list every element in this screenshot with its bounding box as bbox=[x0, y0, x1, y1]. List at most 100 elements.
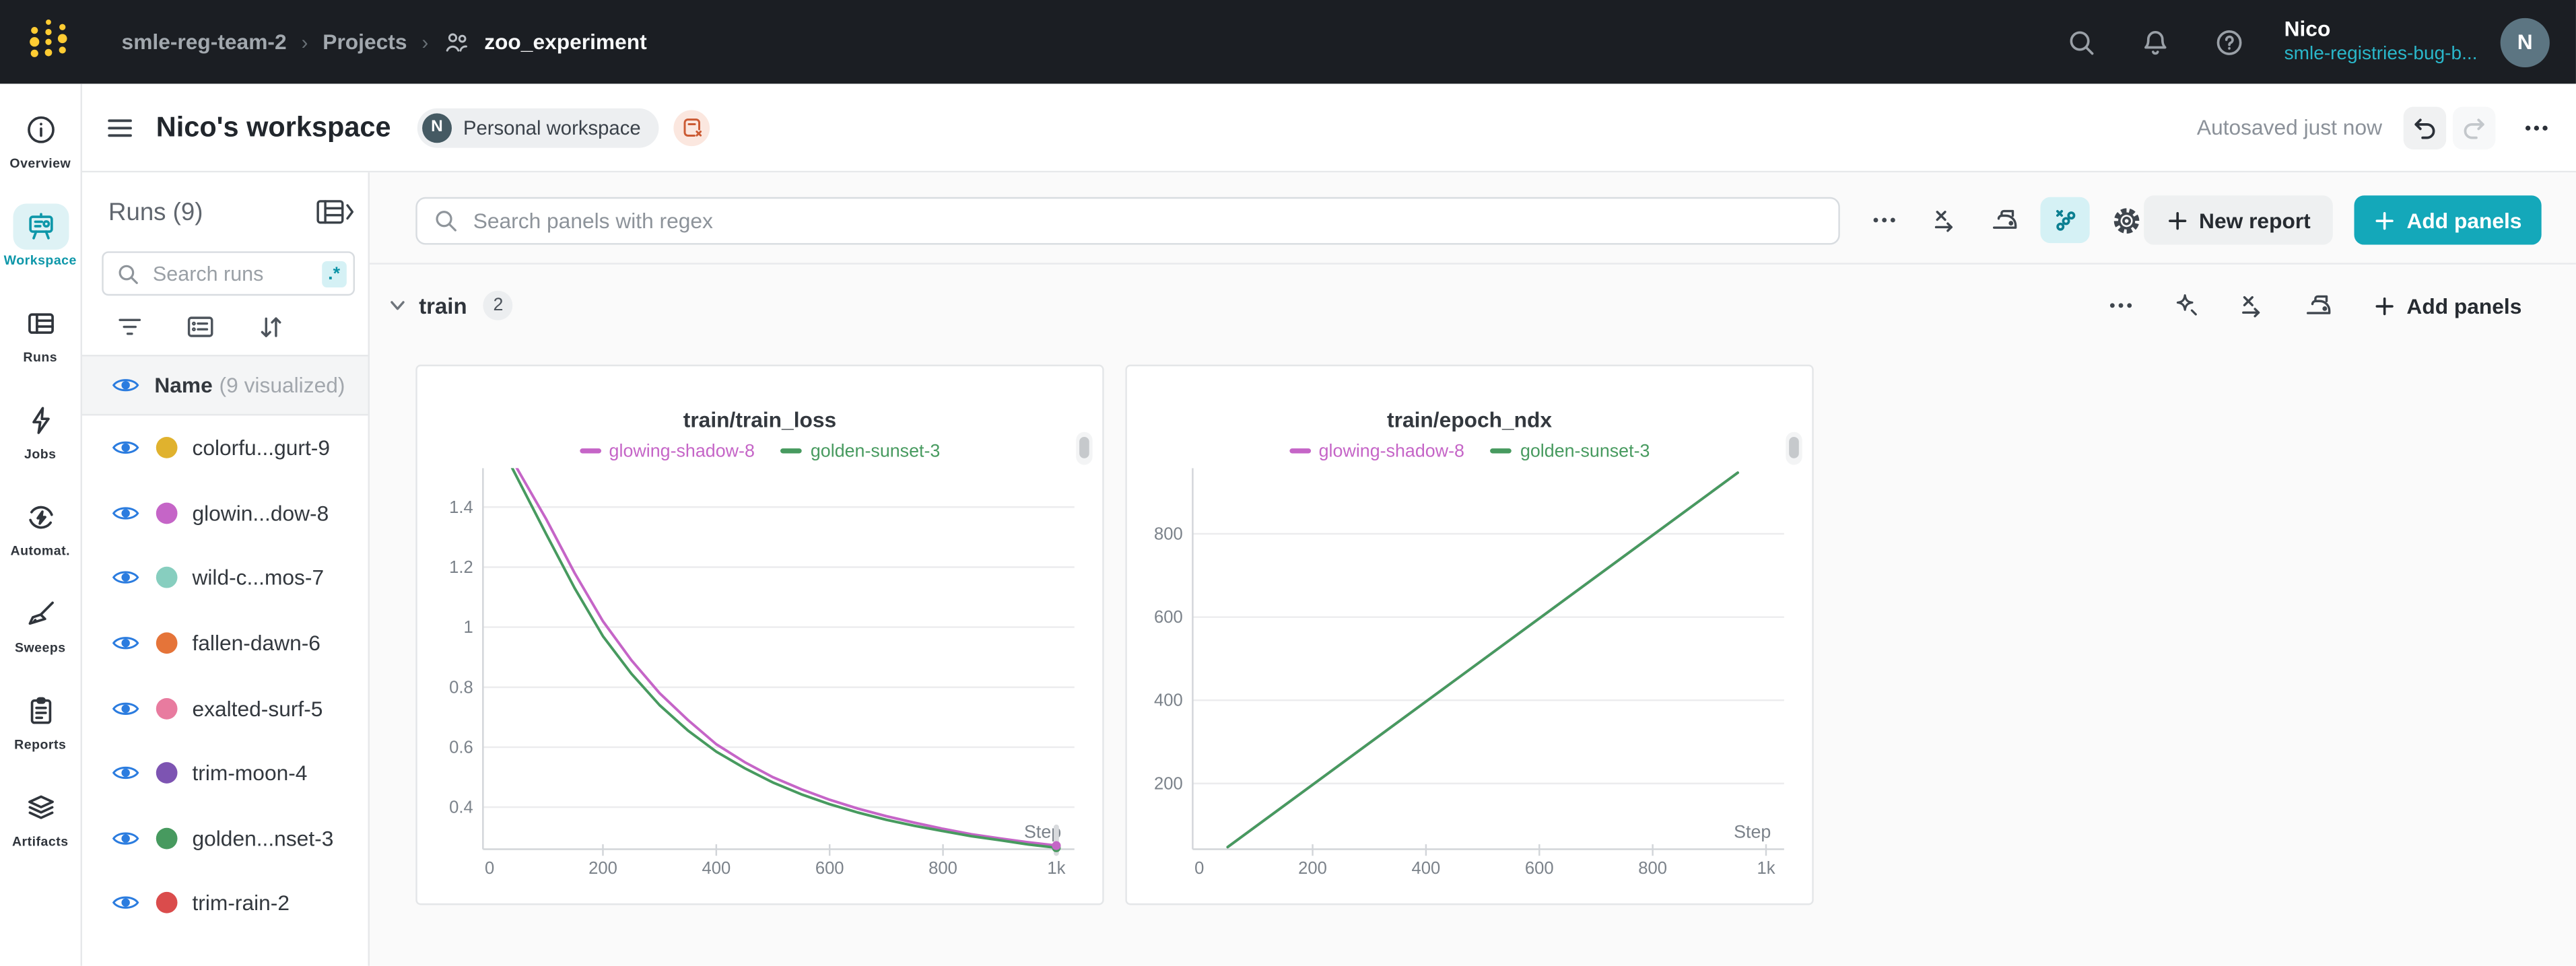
chart-line-golden-sunset-3 bbox=[1226, 471, 1739, 849]
panel-search-input[interactable] bbox=[469, 206, 1822, 234]
sparkle-icon[interactable] bbox=[2171, 292, 2198, 318]
wandb-logo-icon[interactable] bbox=[26, 15, 72, 69]
legend-swatch bbox=[579, 448, 601, 454]
svg-text:0: 0 bbox=[1194, 859, 1204, 878]
panel-scrollbar[interactable] bbox=[1076, 432, 1093, 465]
run-color-dot bbox=[156, 697, 178, 719]
visibility-eye-icon[interactable] bbox=[112, 374, 139, 396]
run-row[interactable]: trim-rain-2 bbox=[82, 871, 368, 936]
run-row[interactable]: fallen-dawn-6 bbox=[82, 611, 368, 676]
workspace-header-actions: Autosaved just now bbox=[2197, 106, 2550, 149]
visibility-eye-icon[interactable] bbox=[112, 893, 139, 914]
sidebar-item-sweeps[interactable]: Sweeps bbox=[0, 582, 81, 665]
visibility-eye-icon[interactable] bbox=[112, 763, 139, 784]
user-name: Nico bbox=[2284, 16, 2331, 42]
svg-text:0.4: 0.4 bbox=[449, 798, 473, 817]
new-report-button[interactable]: New report bbox=[2144, 195, 2333, 245]
redo-button[interactable] bbox=[2452, 106, 2496, 149]
settings-gear-icon[interactable] bbox=[2111, 205, 2142, 236]
legend-label: golden-sunset-3 bbox=[810, 441, 941, 461]
svg-text:200: 200 bbox=[1298, 859, 1327, 878]
run-row[interactable]: trim-moon-4 bbox=[82, 740, 368, 806]
discard-draft-icon[interactable] bbox=[673, 109, 710, 145]
workspace-badge[interactable]: N Personal workspace bbox=[417, 107, 659, 147]
legend-item-golden-sunset-3[interactable]: golden-sunset-3 bbox=[780, 441, 941, 461]
user-org-link[interactable]: smle-registries-bug-b... bbox=[2284, 44, 2478, 65]
smoothing-iron-icon[interactable] bbox=[2303, 291, 2333, 320]
search-icon[interactable] bbox=[2068, 27, 2097, 57]
outliers-scatter-icon[interactable] bbox=[2040, 197, 2090, 244]
legend-item-golden-sunset-3[interactable]: golden-sunset-3 bbox=[1491, 441, 1650, 460]
x-axis-labels: 0 200 400 600 800 1k bbox=[485, 844, 1066, 878]
chevron-down-icon[interactable] bbox=[388, 296, 407, 315]
chart-panel-train-loss[interactable]: train/train_loss glowing-shadow-8 golden-… bbox=[415, 364, 1104, 905]
visibility-eye-icon[interactable] bbox=[112, 502, 139, 524]
jobs-bolt-icon bbox=[12, 397, 68, 443]
x-axis-settings-icon[interactable] bbox=[1929, 205, 1959, 235]
panel-scrollbar[interactable] bbox=[1786, 432, 1802, 465]
sidebar-item-artifacts[interactable]: Artifacts bbox=[0, 775, 81, 859]
chart-panel-epoch-ndx[interactable]: train/epoch_ndx glowing-shadow-8 golden-s… bbox=[1125, 364, 1814, 905]
sweeps-broom-icon bbox=[12, 591, 68, 637]
sidebar-item-runs[interactable]: Runs bbox=[0, 291, 81, 374]
run-row[interactable]: wild-c...mos-7 bbox=[82, 546, 368, 611]
sidebar-item-automations[interactable]: Automat. bbox=[0, 485, 81, 568]
run-row[interactable]: glowin...dow-8 bbox=[82, 481, 368, 546]
svg-text:600: 600 bbox=[815, 859, 844, 878]
x-axis-settings-icon[interactable] bbox=[2236, 291, 2266, 320]
y-gridlines-and-labels: 200 400 600 800 bbox=[1154, 525, 1784, 793]
user-menu[interactable]: Nico smle-registries-bug-b... bbox=[2284, 17, 2478, 67]
legend-label: glowing-shadow-8 bbox=[609, 441, 755, 461]
sidebar-item-label: Automat. bbox=[10, 543, 71, 559]
breadcrumb-project[interactable]: zoo_experiment bbox=[484, 29, 647, 55]
visibility-eye-icon[interactable] bbox=[112, 827, 139, 849]
section-add-panels-button[interactable]: Add panels bbox=[2374, 293, 2522, 318]
notifications-bell-icon[interactable] bbox=[2141, 27, 2171, 57]
breadcrumb-projects[interactable]: Projects bbox=[323, 29, 407, 55]
workspace-overflow-menu-icon[interactable] bbox=[2523, 114, 2550, 141]
svg-text:1k: 1k bbox=[1047, 859, 1065, 878]
undo-button[interactable] bbox=[2403, 106, 2447, 149]
run-row[interactable]: exalted-surf-5 bbox=[82, 676, 368, 741]
search-icon bbox=[434, 208, 459, 233]
visibility-eye-icon[interactable] bbox=[112, 697, 139, 719]
run-row[interactable]: golden...nset-3 bbox=[82, 806, 368, 871]
run-row[interactable]: colorfu...gurt-9 bbox=[82, 415, 368, 481]
runs-search-box: .* bbox=[102, 251, 355, 296]
runs-column-header[interactable]: Name (9 visualized) bbox=[82, 355, 368, 416]
run-name: trim-rain-2 bbox=[192, 891, 290, 916]
runs-search-input[interactable] bbox=[149, 260, 322, 287]
run-name: exalted-surf-5 bbox=[192, 695, 323, 721]
sidebar-item-label: Sweeps bbox=[14, 640, 66, 656]
sidebar-item-jobs[interactable]: Jobs bbox=[0, 388, 81, 471]
section-name[interactable]: train bbox=[419, 293, 467, 318]
sidebar-item-overview[interactable]: Overview bbox=[0, 97, 81, 180]
sidebar-item-reports[interactable]: Reports bbox=[0, 679, 81, 762]
ellipsis-icon[interactable] bbox=[1871, 207, 1897, 233]
ellipsis-icon[interactable] bbox=[2107, 292, 2134, 318]
sidebar-item-workspace[interactable]: Workspace bbox=[0, 194, 81, 277]
list-settings-icon[interactable] bbox=[186, 312, 215, 342]
legend-item-glowing-shadow-8[interactable]: glowing-shadow-8 bbox=[1289, 441, 1464, 460]
help-icon[interactable] bbox=[2215, 27, 2245, 57]
menu-hamburger-icon[interactable] bbox=[105, 112, 135, 142]
info-icon bbox=[12, 107, 68, 153]
regex-toggle[interactable]: .* bbox=[321, 260, 347, 287]
workspace-main: New report Add panels train 2 bbox=[370, 172, 2576, 966]
visibility-eye-icon[interactable] bbox=[112, 633, 139, 654]
sort-icon[interactable] bbox=[257, 312, 286, 342]
visibility-eye-icon[interactable] bbox=[112, 567, 139, 589]
runs-sidebar-header: Runs (9) bbox=[82, 172, 368, 241]
expand-runs-table-icon[interactable] bbox=[315, 197, 355, 227]
avatar[interactable]: N bbox=[2500, 17, 2550, 67]
visibility-eye-icon[interactable] bbox=[112, 438, 139, 459]
breadcrumb-team[interactable]: smle-reg-team-2 bbox=[121, 29, 287, 55]
run-color-dot bbox=[156, 893, 178, 914]
smoothing-iron-icon[interactable] bbox=[1990, 205, 2019, 235]
svg-text:800: 800 bbox=[1154, 525, 1183, 544]
svg-text:400: 400 bbox=[702, 859, 731, 878]
add-panels-button[interactable]: Add panels bbox=[2354, 195, 2542, 245]
section-add-panels-label: Add panels bbox=[2406, 293, 2522, 318]
legend-item-glowing-shadow-8[interactable]: glowing-shadow-8 bbox=[579, 441, 755, 461]
filter-icon[interactable] bbox=[115, 312, 145, 342]
